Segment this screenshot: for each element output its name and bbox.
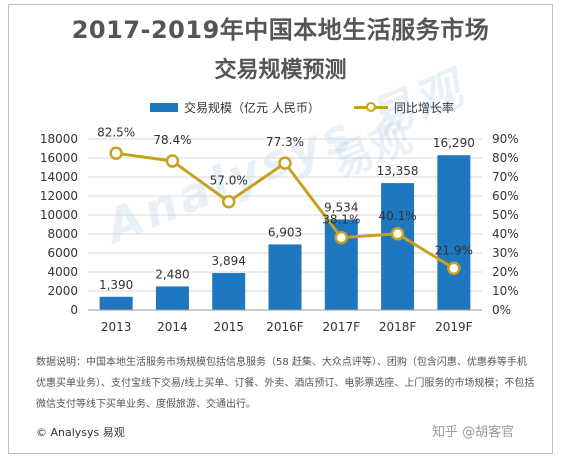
y-left-tick-label: 2000 bbox=[47, 284, 78, 298]
legend-line-label: 同比增长率 bbox=[393, 100, 454, 115]
growth-value-label: 82.5% bbox=[97, 125, 135, 139]
bar-value-label: 3,894 bbox=[212, 254, 246, 268]
growth-value-label: 21.9% bbox=[435, 243, 473, 257]
chart-legend: 交易规模（亿元 人民币） 同比增长率 bbox=[150, 99, 454, 115]
bar-2016F bbox=[268, 244, 302, 310]
y-right-tick-label: 30% bbox=[492, 246, 519, 260]
y-right-tick-label: 20% bbox=[492, 265, 519, 279]
growth-point-2018F bbox=[390, 227, 405, 241]
bar-value-label: 13,358 bbox=[377, 164, 419, 178]
legend-bar-swatch bbox=[150, 102, 178, 112]
bar-value-label: 6,903 bbox=[268, 225, 302, 239]
x-tick-label: 2018F bbox=[379, 320, 417, 334]
growth-point-2013 bbox=[109, 146, 123, 160]
data-note: 数据说明：中国本地生活服务市场规模包括信息服务（58 赶集、大众点评等）、团购（… bbox=[36, 357, 535, 410]
bar-2014 bbox=[155, 286, 189, 310]
growth-point-2015 bbox=[221, 194, 236, 209]
zhihu-watermark: 知乎 @胡客官 bbox=[432, 425, 515, 440]
growth-point-2016F bbox=[278, 156, 292, 170]
bar-2013 bbox=[99, 296, 133, 310]
bar-value-label: 1,390 bbox=[99, 278, 133, 292]
growth-point-2019F bbox=[447, 261, 461, 276]
growth-value-label: 78.4% bbox=[153, 133, 191, 147]
y-left-tick-label: 12000 bbox=[40, 189, 78, 203]
chart-title-line1: 2017-2019年中国本地生活服务市场 bbox=[71, 16, 490, 44]
x-tick-label: 2013 bbox=[101, 320, 132, 334]
growth-value-label: 38.1% bbox=[322, 213, 360, 227]
x-tick-label: 2017F bbox=[323, 320, 361, 334]
y-left-tick-label: 18000 bbox=[40, 132, 78, 146]
y-left-tick-label: 0 bbox=[70, 303, 78, 317]
y-right-tick-label: 40% bbox=[492, 227, 519, 241]
y-right-tick-label: 90% bbox=[492, 132, 519, 146]
y-right-tick-label: 80% bbox=[492, 151, 519, 165]
bar-2015 bbox=[212, 273, 246, 310]
bar-2019F bbox=[437, 155, 471, 310]
x-tick-label: 2019F bbox=[435, 320, 473, 334]
legend-bar-label: 交易规模（亿元 人民币） bbox=[184, 100, 320, 115]
copyright: © Analysys 易观 bbox=[36, 426, 125, 439]
combo-chart: 0 2000 4000 6000 8000 10000 12000 14000 16000 180… bbox=[40, 115, 519, 334]
y-left-tick-label: 16000 bbox=[40, 151, 78, 165]
y-right-tick-label: 10% bbox=[492, 284, 519, 298]
y-right-tick-label: 60% bbox=[492, 189, 519, 203]
y-left-tick-label: 10000 bbox=[40, 208, 78, 222]
y-left-tick-label: 6000 bbox=[47, 246, 78, 260]
growth-value-label: 77.3% bbox=[266, 135, 304, 149]
growth-value-label: 40.1% bbox=[379, 209, 417, 223]
bar-2018F bbox=[381, 183, 415, 310]
growth-value-label: 57.0% bbox=[210, 174, 248, 188]
y-right-tick-label: 50% bbox=[492, 208, 519, 222]
growth-point-2014 bbox=[165, 154, 180, 168]
y-right-tick-label: 70% bbox=[492, 170, 519, 184]
bar-value-label: 2,480 bbox=[155, 267, 189, 281]
x-tick-label: 2014 bbox=[157, 320, 188, 334]
bar-value-label: 16,290 bbox=[433, 136, 475, 150]
bar-value-label: 9,534 bbox=[324, 200, 358, 214]
growth-point-2017F bbox=[334, 230, 349, 245]
y-right-tick-label: 0% bbox=[492, 303, 511, 317]
legend-line-swatch bbox=[353, 101, 388, 113]
y-left-tick-label: 8000 bbox=[47, 227, 78, 241]
chart-title-line2: 交易规模预测 bbox=[214, 58, 347, 83]
y-left-tick-label: 4000 bbox=[47, 265, 78, 279]
y-left-tick-label: 14000 bbox=[40, 170, 78, 184]
x-tick-label: 2016F bbox=[266, 320, 304, 334]
x-tick-label: 2015 bbox=[213, 320, 244, 334]
